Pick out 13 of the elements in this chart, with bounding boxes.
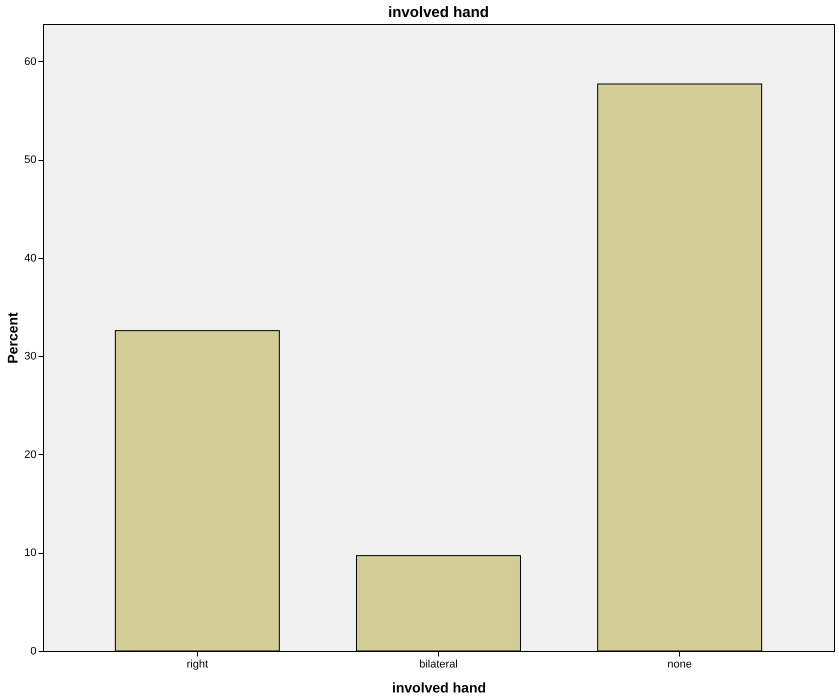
y-tick-label: 0 <box>30 646 36 658</box>
x-tick-label: bilateral <box>419 658 458 670</box>
x-tick-label: right <box>186 658 208 670</box>
y-tick-label: 40 <box>24 252 36 264</box>
y-tick-label: 30 <box>24 350 36 363</box>
y-tick-label: 50 <box>24 154 36 166</box>
x-axis-title: involved hand <box>392 680 486 696</box>
y-axis-title: Percent <box>4 312 20 364</box>
chart-title: involved hand <box>388 4 489 21</box>
y-tick-label: 60 <box>24 56 36 68</box>
y-tick-label: 10 <box>24 547 36 560</box>
y-tick-label: 20 <box>24 448 36 461</box>
x-tick-label: none <box>667 658 692 670</box>
